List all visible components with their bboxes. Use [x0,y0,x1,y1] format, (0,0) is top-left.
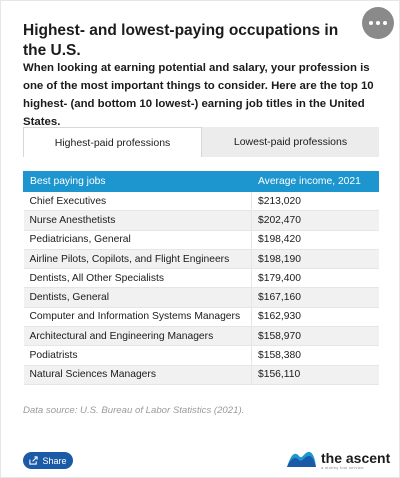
job-title-cell: Pediatricians, General [23,230,252,250]
job-title-cell: Architectural and Engineering Managers [23,326,252,347]
income-cell: $158,970 [251,326,379,347]
table-row: Chief Executives $213,020 [23,191,379,212]
income-cell: $156,110 [251,365,379,385]
tab-lowest-paid[interactable]: Lowest-paid professions [233,136,348,148]
table-row: Natural Sciences Managers $156,110 [23,365,379,385]
tab-bar: Highest-paid professions Lowest-paid pro… [23,127,379,157]
column-header-income: Average income, 2021 [251,171,379,192]
income-cell: $158,380 [251,345,379,366]
data-source-note: Data source: U.S. Bureau of Labor Statis… [23,405,245,416]
job-title-cell: Podiatrists [23,345,252,366]
table-row: Podiatrists $158,380 [23,345,379,366]
table-row: Airline Pilots, Copilots, and Flight Eng… [23,249,379,270]
table-row: Computer and Information Systems Manager… [23,307,379,328]
income-cell: $198,190 [251,249,379,270]
income-cell: $198,420 [251,230,379,250]
income-cell: $167,160 [251,287,379,308]
more-icon [369,21,373,25]
income-cell: $213,020 [251,191,379,212]
job-title-cell: Dentists, All Other Specialists [23,268,252,289]
table-row: Pediatricians, General $198,420 [23,230,379,250]
income-cell: $162,930 [251,307,379,328]
table-row: Architectural and Engineering Managers $… [23,326,379,347]
job-title-cell: Dentists, General [23,287,252,308]
logo-subtitle: a motley fool service [321,465,364,470]
income-table: Best paying jobs Average income, 2021 Ch… [23,171,379,385]
column-header-job: Best paying jobs [23,171,252,192]
tab-highest-paid[interactable]: Highest-paid professions [23,127,202,157]
logo-name: the ascent [321,450,391,466]
table-header-row: Best paying jobs Average income, 2021 [23,171,379,192]
table-row: Dentists, General $167,160 [23,287,379,308]
more-options-button[interactable] [362,7,394,39]
job-title-cell: Airline Pilots, Copilots, and Flight Eng… [23,249,252,270]
job-title-cell: Chief Executives [23,191,252,212]
share-button[interactable]: Share [23,452,73,469]
table-row: Nurse Anesthetists $202,470 [23,210,379,231]
job-title-cell: Nurse Anesthetists [23,210,252,231]
income-cell: $202,470 [251,210,379,231]
share-icon [29,456,39,465]
share-label: Share [42,455,67,466]
table-row: Dentists, All Other Specialists $179,400 [23,268,379,289]
income-cell: $179,400 [251,268,379,289]
intro-text: When looking at earning potential and sa… [23,62,374,128]
job-title-cell: Natural Sciences Managers [23,365,252,385]
job-title-cell: Computer and Information Systems Manager… [23,307,252,328]
ascent-logo-icon [285,448,317,473]
the-ascent-logo: the ascent a motley fool service [285,448,390,473]
page-title: Highest- and lowest-paying occupations i… [23,22,339,59]
